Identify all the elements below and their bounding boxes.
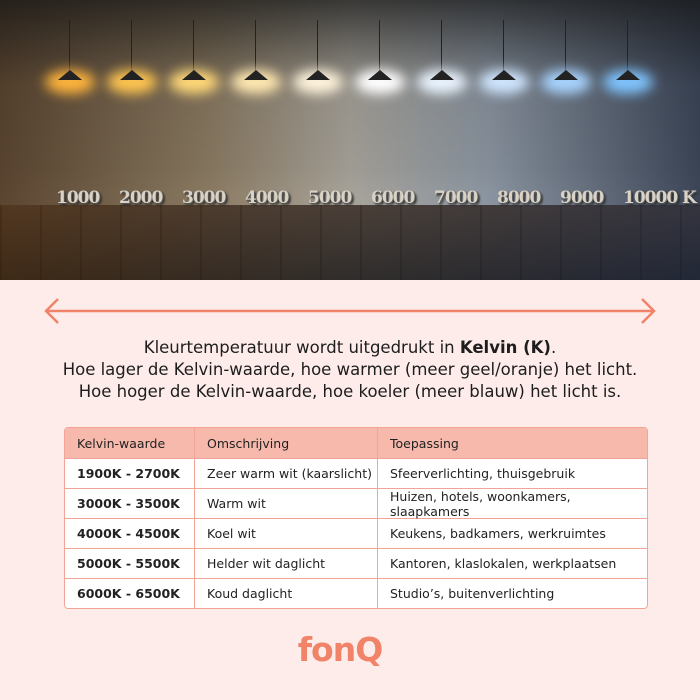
kelvin-label: 1000 bbox=[56, 188, 100, 208]
table-header: Kelvin-waarde Omschrijving Toepassing bbox=[65, 428, 647, 458]
kelvin-label: 3000 bbox=[182, 188, 226, 208]
description: Koud daglicht bbox=[195, 579, 378, 608]
intro-line-2: Hoe lager de Kelvin-waarde, hoe warmer (… bbox=[62, 360, 638, 379]
application: Studio’s, buitenverlichting bbox=[390, 586, 555, 601]
kelvin-label: 6000 bbox=[371, 188, 415, 208]
header-description: Omschrijving bbox=[195, 428, 378, 458]
kelvin-range: 1900K - 2700K bbox=[65, 459, 195, 488]
pendant-lamp bbox=[479, 0, 529, 95]
table-row: 6000K - 6500K Koud daglicht Studio’s, buit… bbox=[65, 578, 647, 608]
fonq-logo: fonQ bbox=[297, 630, 384, 669]
pendant-lamp bbox=[541, 0, 591, 95]
application: Huizen, hotels, woonkamers, slaapkamers bbox=[390, 488, 571, 519]
kelvin-label: 8000 bbox=[497, 188, 541, 208]
floor bbox=[0, 205, 700, 280]
kelvin-table: Kelvin-waarde Omschrijving Toepassing 19… bbox=[64, 427, 648, 609]
header-application: Toepassing bbox=[390, 435, 459, 451]
application: Sfeerverlichting, thuisgebruik bbox=[390, 466, 576, 481]
pendant-lamp bbox=[293, 0, 343, 95]
kelvin-range: 4000K - 4500K bbox=[65, 519, 195, 548]
header-kelvin: Kelvin-waarde bbox=[65, 428, 195, 458]
kelvin-range: 5000K - 5500K bbox=[65, 549, 195, 578]
table-row: 4000K - 4500K Koel wit Keukens, badkamers,… bbox=[65, 518, 647, 548]
pendant-lamp bbox=[355, 0, 405, 95]
table-row: 5000K - 5500K Helder wit daglicht Kantoren… bbox=[65, 548, 647, 578]
kelvin-label: 10000 K bbox=[623, 188, 697, 208]
double-arrow-icon bbox=[44, 298, 656, 324]
description: Warm wit bbox=[195, 489, 378, 518]
kelvin-label: 9000 bbox=[560, 188, 604, 208]
description: Zeer warm wit (kaarslicht) bbox=[195, 459, 378, 488]
application: Kantoren, klaslokalen, werkplaatsen bbox=[390, 556, 617, 571]
kelvin-label: 2000 bbox=[119, 188, 163, 208]
application: Keukens, badkamers, werkruimtes bbox=[390, 526, 606, 541]
table-row: 3000K - 3500K Warm wit Huizen, hotels, woo… bbox=[65, 488, 647, 519]
pendant-lamp bbox=[45, 0, 95, 95]
pendant-lamp bbox=[169, 0, 219, 95]
intro-line-3: Hoe hoger de Kelvin-waarde, hoe koeler (… bbox=[78, 382, 622, 401]
pendant-lamp bbox=[603, 0, 653, 95]
pendant-lamp bbox=[107, 0, 157, 95]
kelvin-range: 3000K - 3500K bbox=[65, 489, 195, 518]
intro-text: Kleurtemperatuur wordt uitgedrukt in Kel… bbox=[0, 337, 700, 403]
kelvin-range: 6000K - 6500K bbox=[65, 579, 195, 608]
kelvin-label: 4000 bbox=[245, 188, 289, 208]
description: Helder wit daglicht bbox=[195, 549, 378, 578]
pendant-lamp bbox=[417, 0, 467, 95]
pendant-lamp bbox=[231, 0, 281, 95]
intro-line-1: Kleurtemperatuur wordt uitgedrukt in Kel… bbox=[143, 338, 557, 357]
description: Koel wit bbox=[195, 519, 378, 548]
kelvin-label: 7000 bbox=[434, 188, 478, 208]
color-temperature-photo: 1000 2000 3000 4000 5000 6000 7000 8000 9000 1000… bbox=[0, 0, 700, 280]
table-row: 1900K - 2700K Zeer warm wit (kaarslicht) S… bbox=[65, 458, 647, 488]
kelvin-label: 5000 bbox=[308, 188, 352, 208]
